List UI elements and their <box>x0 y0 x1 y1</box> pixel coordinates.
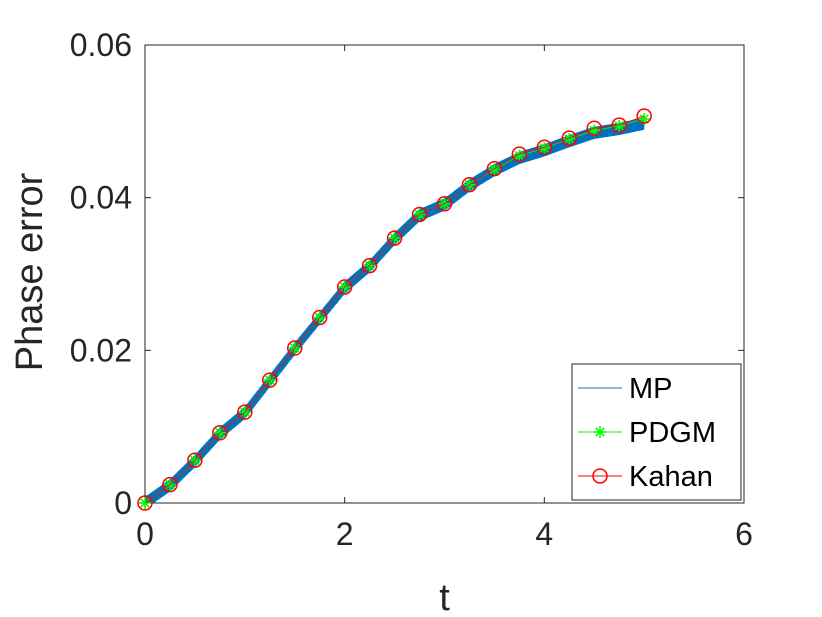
data-point-kahan <box>287 340 303 356</box>
x-tick-label: 4 <box>535 516 553 552</box>
legend-items: MP PDGM Kahan <box>578 373 716 493</box>
data-point-kahan <box>262 372 278 388</box>
data-point-kahan <box>311 309 328 326</box>
data-point-kahan <box>436 196 453 212</box>
legend-label-pdgm: PDGM <box>629 417 716 449</box>
data-point-kahan <box>162 476 178 493</box>
series-line-kahan <box>144 115 645 504</box>
legend-label-mp: MP <box>629 373 673 405</box>
data-point-pdgm <box>513 149 526 162</box>
data-point-kahan <box>536 139 553 156</box>
data-point-kahan <box>461 176 478 193</box>
y-tick-label: 0.06 <box>70 27 132 63</box>
data-point-kahan <box>212 425 228 441</box>
x-axis-label: t <box>439 577 450 617</box>
axes-box <box>144 44 745 504</box>
x-axis-ticks: 0 2 4 6 <box>136 45 753 552</box>
data-point-kahan <box>511 146 528 162</box>
legend: MP PDGM Kahan <box>571 363 742 501</box>
data-point-kahan <box>137 495 153 511</box>
legend-item-kahan: Kahan <box>578 461 713 493</box>
data-point-kahan <box>611 117 627 133</box>
x-tick-label: 2 <box>336 516 354 552</box>
legend-item-pdgm: PDGM <box>578 417 716 449</box>
data-point-kahan <box>411 206 428 223</box>
series-kahan <box>137 108 652 511</box>
legend-marker-kahan <box>592 468 608 484</box>
data-point-kahan <box>386 230 403 246</box>
data-point-kahan <box>486 160 503 177</box>
data-point-kahan <box>636 108 652 124</box>
legend-item-mp: MP <box>578 373 673 405</box>
legend-marker-pdgm <box>594 426 606 438</box>
data-point-kahan <box>586 120 602 136</box>
x-tick-label: 6 <box>735 516 753 552</box>
data-point-kahan <box>237 404 253 420</box>
data-point-kahan <box>187 452 203 469</box>
y-tick-label: 0.02 <box>70 332 132 368</box>
data-point-kahan <box>336 279 353 295</box>
y-axis-ticks: 0 0.02 0.04 0.06 <box>70 27 744 521</box>
data-point-kahan <box>361 257 378 274</box>
data-point-pdgm <box>563 132 576 145</box>
x-tick-label: 0 <box>136 516 154 552</box>
data-point-kahan <box>561 130 578 146</box>
y-tick-label: 0 <box>114 485 132 521</box>
series-layer <box>137 108 652 511</box>
y-axis-label: Phase error <box>9 172 51 371</box>
y-tick-label: 0.04 <box>70 180 132 216</box>
legend-label-kahan: Kahan <box>629 461 713 493</box>
data-point-pdgm <box>538 142 551 155</box>
plot-area <box>144 44 745 504</box>
